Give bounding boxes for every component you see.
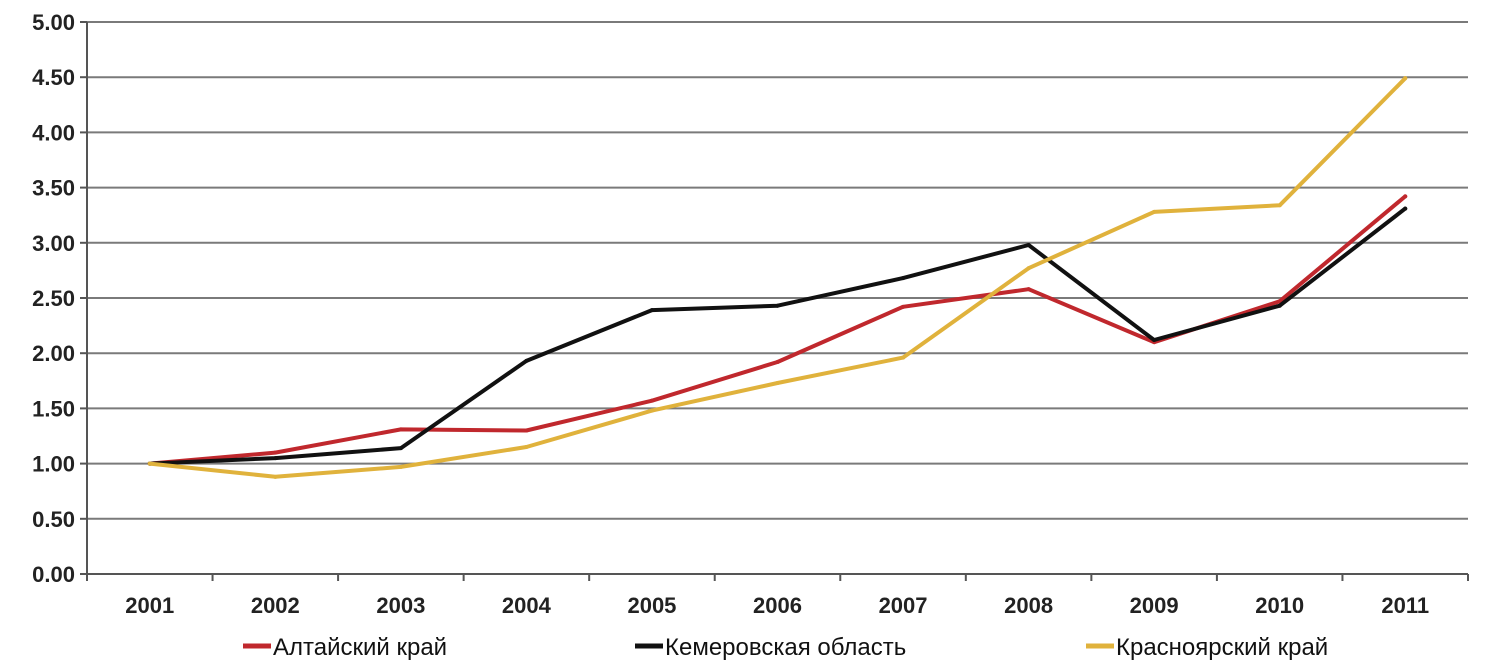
data-point-0-3 (524, 428, 529, 433)
x-tick-label-2010: 2010 (1255, 593, 1304, 618)
data-point-0-5 (775, 360, 780, 365)
data-point-0-9 (1277, 299, 1282, 304)
data-point-2-4 (649, 408, 654, 413)
x-tick-label-2002: 2002 (251, 593, 300, 618)
series-line-1 (147, 206, 1408, 466)
series-line-2 (147, 76, 1408, 479)
data-point-2-1 (273, 474, 278, 479)
data-point-2-6 (901, 355, 906, 360)
x-tick-label-2006: 2006 (753, 593, 802, 618)
data-point-1-9 (1277, 303, 1282, 308)
legend-label-2: Красноярский край (1116, 634, 1328, 661)
data-point-1-6 (901, 276, 906, 281)
data-point-1-7 (1026, 243, 1031, 248)
y-tick-label-0: 0.00 (32, 562, 75, 587)
y-tick-labels: 0.00 0.50 1.00 1.50 2.00 2.50 3.00 3.50 4.00 4.50… (32, 10, 75, 587)
data-point-2-5 (775, 381, 780, 386)
data-point-0-7 (1026, 287, 1031, 292)
data-point-0-2 (398, 427, 403, 432)
series-line-0 (147, 194, 1408, 466)
y-tick-label-2: 1.00 (32, 452, 75, 477)
data-point-2-3 (524, 445, 529, 450)
data-point-2-7 (1026, 266, 1031, 271)
data-point-2-9 (1277, 203, 1282, 208)
data-point-2-0 (147, 461, 152, 466)
y-tick-label-7: 3.50 (32, 176, 75, 201)
data-point-1-10 (1403, 206, 1408, 211)
data-point-2-2 (398, 464, 403, 469)
y-tick-label-9: 4.50 (32, 65, 75, 90)
x-tick-label-2003: 2003 (376, 593, 425, 618)
legend-label-1: Кемеровская область (665, 634, 906, 661)
y-tick-label-10: 5.00 (32, 10, 75, 35)
y-tick-label-1: 0.50 (32, 507, 75, 532)
x-tick-label-2005: 2005 (627, 593, 676, 618)
data-point-0-4 (649, 398, 654, 403)
data-point-1-3 (524, 358, 529, 363)
data-point-0-1 (273, 450, 278, 455)
x-tick-label-2008: 2008 (1004, 593, 1053, 618)
legend: Алтайский край Кемеровская область Красноя… (243, 634, 1328, 661)
data-point-1-5 (775, 303, 780, 308)
data-point-0-10 (1403, 194, 1408, 199)
data-point-1-8 (1152, 337, 1157, 342)
data-point-2-10 (1403, 76, 1408, 81)
y-tick-label-6: 3.00 (32, 231, 75, 256)
data-point-1-1 (273, 456, 278, 461)
gridlines (87, 21, 1468, 575)
data-point-1-4 (649, 308, 654, 313)
x-tick-label-2001: 2001 (125, 593, 174, 618)
x-tick-label-2004: 2004 (502, 593, 552, 618)
data-point-2-8 (1152, 209, 1157, 214)
data-point-0-6 (901, 304, 906, 309)
y-tick-label-3: 1.50 (32, 396, 75, 421)
axes (80, 21, 1469, 581)
y-tick-label-4: 2.00 (32, 341, 75, 366)
series-lines (147, 76, 1408, 479)
x-tick-labels: 2001 2002 2003 2004 2005 2006 2007 2008 2009 2010… (125, 593, 1429, 618)
y-tick-label-5: 2.50 (32, 286, 75, 311)
x-tick-label-2009: 2009 (1130, 593, 1179, 618)
legend-label-0: Алтайский край (273, 634, 447, 661)
data-point-1-2 (398, 446, 403, 451)
x-tick-label-2011: 2011 (1381, 593, 1429, 618)
x-tick-label-2007: 2007 (879, 593, 928, 618)
y-tick-label-8: 4.00 (32, 120, 75, 145)
